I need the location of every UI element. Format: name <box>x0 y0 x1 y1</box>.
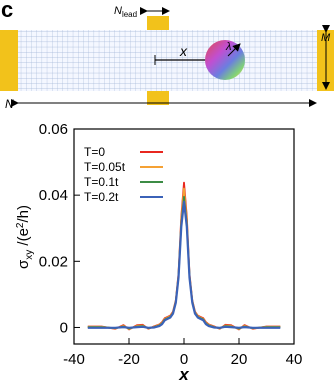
lambda-arrow <box>227 43 241 57</box>
x-axis: -40 -20 0 20 40 <box>63 338 302 368</box>
y-tick-label: 0.04 <box>39 187 68 204</box>
m-label: M <box>321 32 331 44</box>
x-label: x <box>179 43 188 59</box>
top-voltage-lead <box>147 16 169 30</box>
x-tick-label: 40 <box>286 351 303 368</box>
conductivity-chart: 00.020.040.06 -40 -20 0 20 40 T=0T=0.05tT=0.… <box>15 121 302 382</box>
y-tick-label: 0 <box>60 319 68 336</box>
lambda-label: λ <box>225 41 231 53</box>
x-tick-label: -40 <box>63 351 85 368</box>
y-axis: 0 0.02 0.04 0.06 <box>39 121 80 336</box>
x-tick-label: 20 <box>231 351 248 368</box>
series-line-2 <box>87 195 281 330</box>
n-label: N <box>5 97 14 111</box>
legend-label: T=0.1t <box>84 175 119 189</box>
left-lead <box>0 30 18 91</box>
legend-label: T=0 <box>84 145 105 159</box>
x-tick-label: -20 <box>118 351 140 368</box>
panel-label: c <box>1 0 14 22</box>
y-axis-label: σxy /(e2/h) <box>15 205 35 269</box>
skyrmion-ball <box>205 40 245 80</box>
legend-label: T=0.05t <box>84 160 126 174</box>
series-line-3 <box>87 200 281 329</box>
series-lines <box>87 181 281 331</box>
y-tick-label: 0.06 <box>39 121 68 138</box>
x-axis-label: x <box>178 365 190 382</box>
x-tick-label: 0 <box>180 351 188 368</box>
y-tick-label: 0.02 <box>39 253 68 270</box>
device-schematic: Nlead x λ M N <box>0 5 334 111</box>
n-lead-label: Nlead <box>114 5 137 19</box>
legend-label: T=0.2t <box>84 190 119 204</box>
